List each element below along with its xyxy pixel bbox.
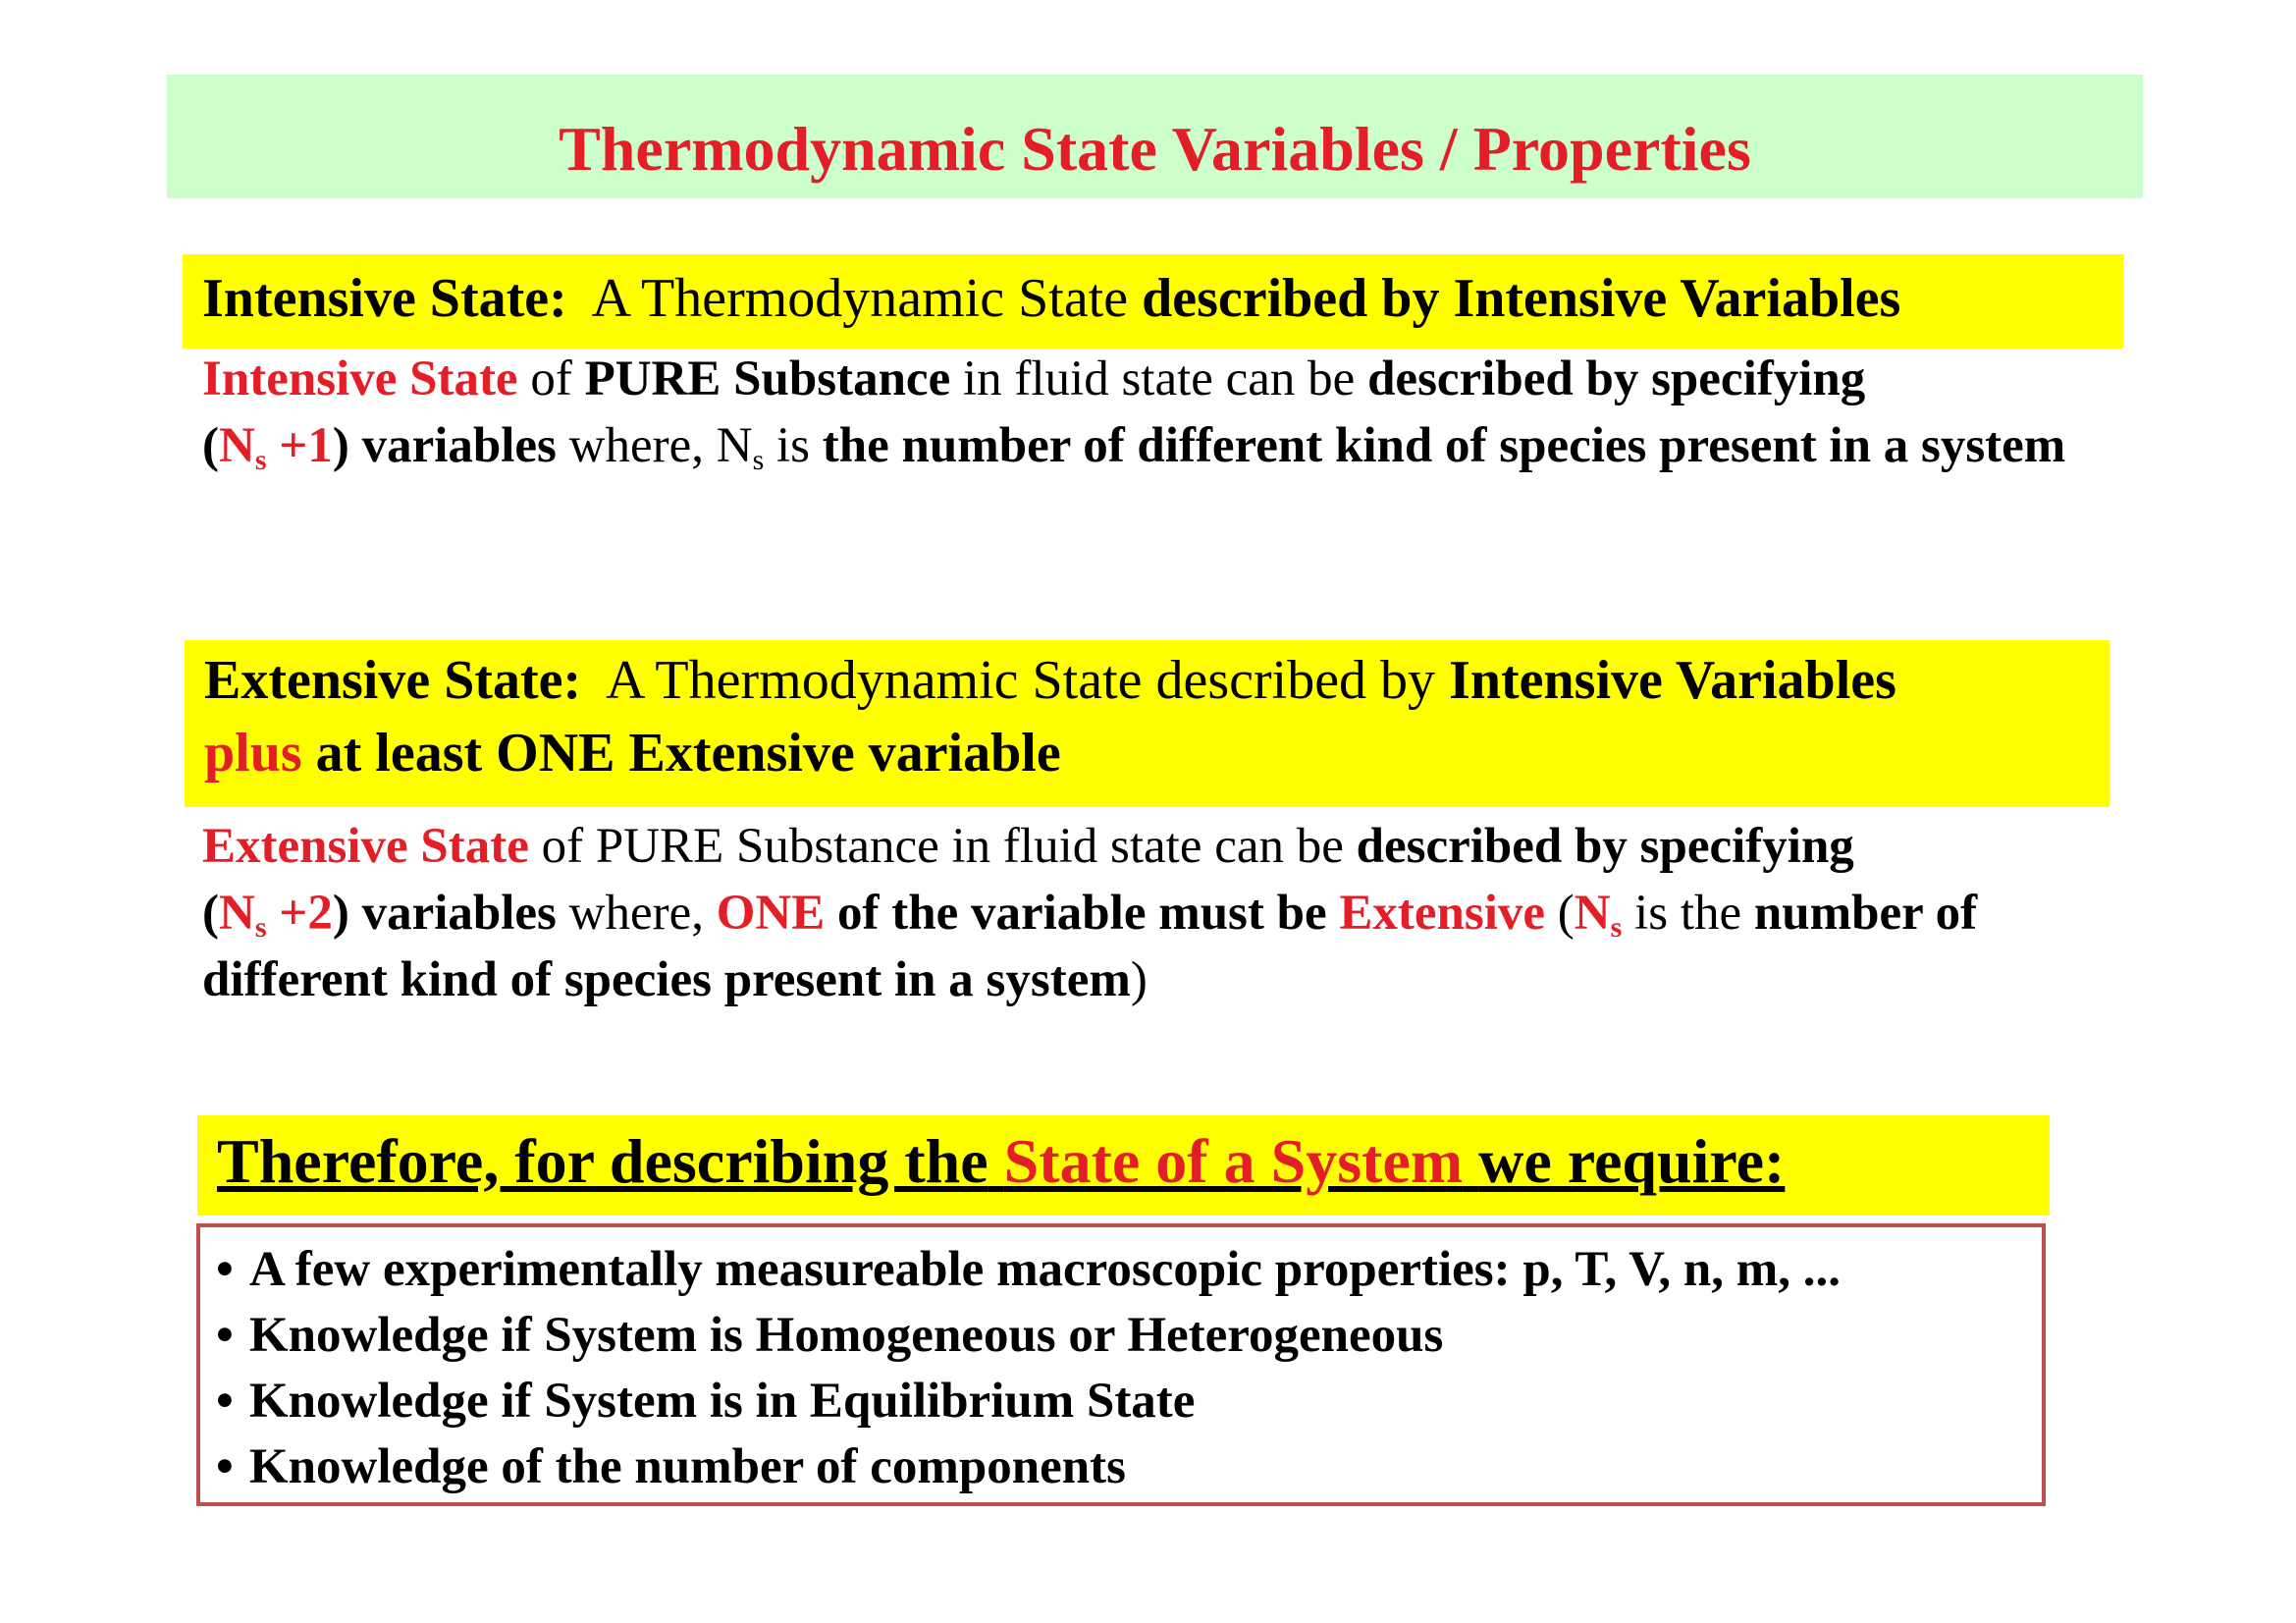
intensive-description: Intensive State of PURE Substance in flu… <box>202 346 2126 479</box>
subscript: s <box>752 444 765 476</box>
list-item-text: A few experimentally measureable macrosc… <box>249 1242 1841 1297</box>
extensive-heading-rest: at least ONE Extensive variable <box>315 723 1061 784</box>
therefore-heading: Therefore, for describing the State of a… <box>217 1119 2043 1204</box>
list-item: • A few experimentally measureable macros… <box>216 1237 2032 1303</box>
text-fragment: described by specifying <box>1367 352 1866 406</box>
text-fragment: we require: <box>1478 1126 1786 1196</box>
requirements-list: • A few experimentally measureable macros… <box>216 1237 2032 1500</box>
text-fragment: ( <box>202 886 219 941</box>
extensive-description: Extensive State of PURE Substance in flu… <box>202 813 2126 1013</box>
extensive-heading: Extensive State: A Thermodynamic State d… <box>204 644 2104 789</box>
text-fragment: described by specifying <box>1356 819 1854 874</box>
text-fragment: ONE <box>716 886 826 941</box>
list-item-text: Knowledge if System is Homogeneous or He… <box>249 1308 1444 1363</box>
text-fragment: ( <box>202 418 219 473</box>
text-fragment: N <box>218 418 255 473</box>
text-fragment: is <box>776 418 811 473</box>
text-fragment: the number of different kind of species … <box>822 418 2066 473</box>
list-item: • Knowledge if System is in Equilibrium S… <box>216 1369 2032 1434</box>
text-fragment: of PURE Substance in fluid state can be <box>541 819 1344 874</box>
text-fragment: of <box>530 352 572 406</box>
ns-symbol: Ns <box>218 418 267 476</box>
list-item-text: Knowledge of the number of components <box>249 1439 1126 1494</box>
subscript: s <box>254 444 267 476</box>
intensive-heading: Intensive State: A Thermodynamic State d… <box>202 261 2121 336</box>
intensive-heading-normal: A Thermodynamic State <box>591 268 1129 329</box>
text-fragment: +1 <box>279 418 333 473</box>
text-fragment: ) <box>1130 952 1148 1007</box>
subscript: s <box>254 911 267 944</box>
extensive-heading-bold: Intensive Variables <box>1449 650 1896 711</box>
text-fragment: of the variable must be <box>837 886 1327 941</box>
title-band <box>167 75 2143 198</box>
bullet-icon: • <box>216 1439 234 1494</box>
extensive-heading-normal: A Thermodynamic State described by <box>606 650 1436 711</box>
text-fragment: Therefore, for describing the <box>217 1126 988 1196</box>
intensive-term: Intensive State <box>202 352 518 406</box>
ns-symbol: Ns <box>1574 886 1623 944</box>
text-fragment: where, <box>568 886 704 941</box>
list-item: • Knowledge of the number of components <box>216 1434 2032 1500</box>
text-fragment: ( <box>1557 886 1575 941</box>
extensive-heading-label: Extensive State: <box>204 650 582 711</box>
requirements-box <box>196 1223 2046 1506</box>
text-fragment: is the <box>1634 886 1742 941</box>
text-fragment: ) <box>332 418 349 473</box>
therefore-heading-band <box>197 1115 2050 1216</box>
intensive-heading-bold: described by Intensive Variables <box>1142 268 1901 329</box>
bullet-icon: • <box>216 1308 234 1363</box>
ns-symbol: Ns <box>218 886 267 944</box>
text-fragment: PURE Substance <box>584 352 951 406</box>
text-fragment: variables <box>361 418 557 473</box>
text-fragment: in fluid state can be <box>962 352 1356 406</box>
text-fragment: N <box>218 886 255 941</box>
text-fragment: ) <box>332 886 349 941</box>
intensive-heading-band <box>183 254 2123 349</box>
extensive-heading-plus: plus <box>204 723 302 784</box>
bullet-icon: • <box>216 1242 234 1297</box>
text-fragment: where, N <box>568 418 753 473</box>
text-fragment: N <box>1574 886 1611 941</box>
text-fragment: Extensive <box>1339 886 1546 941</box>
text-fragment: +2 <box>279 886 333 941</box>
subscript: s <box>1610 911 1623 944</box>
bullet-icon: • <box>216 1374 234 1429</box>
text-fragment: State of a System <box>1003 1126 1464 1196</box>
text-fragment: number of different kind of species pres… <box>202 886 1978 1007</box>
page-title: Thermodynamic State Variables / Properti… <box>559 114 1751 184</box>
text-fragment: variables <box>361 886 557 941</box>
intensive-heading-label: Intensive State: <box>202 268 567 329</box>
extensive-heading-band <box>185 640 2109 807</box>
list-item-text: Knowledge if System is in Equilibrium St… <box>249 1374 1196 1429</box>
extensive-term: Extensive State <box>202 819 529 874</box>
list-item: • Knowledge if System is Homogeneous or H… <box>216 1303 2032 1369</box>
